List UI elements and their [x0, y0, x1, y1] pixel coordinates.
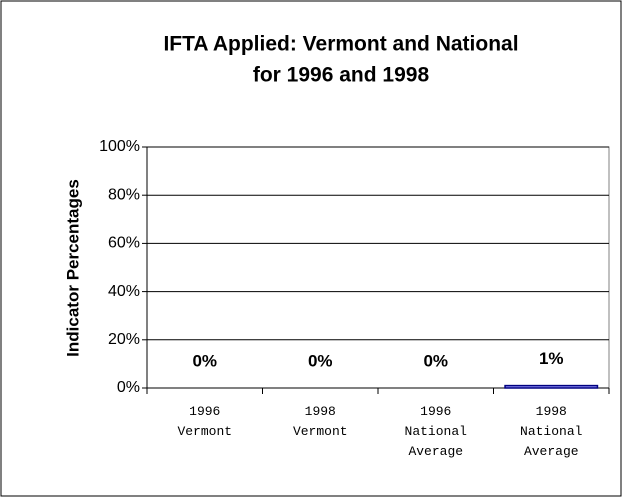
- y-tick-label: 0%: [117, 379, 140, 396]
- value-label: 0%: [192, 351, 217, 370]
- bar: [504, 384, 599, 389]
- value-label: 1%: [539, 349, 564, 368]
- x-tick-label: 1996 Vermont: [177, 404, 232, 439]
- plot-area: [146, 146, 610, 389]
- chart-title: for 1996 and 1998: [253, 64, 430, 87]
- x-tick-label: 1996 National Average: [405, 404, 468, 459]
- value-label: 0%: [308, 351, 333, 370]
- y-axis-label: Indicator Percentages: [63, 179, 82, 357]
- x-tick-label: 1998 National Average: [520, 404, 583, 459]
- x-tick-label: 1998 Vermont: [293, 404, 348, 439]
- y-tick-label: 20%: [108, 331, 140, 348]
- y-tick-label: 40%: [108, 283, 140, 300]
- y-tick-label: 100%: [99, 138, 140, 155]
- y-tick-label: 60%: [108, 235, 140, 252]
- chart-title: IFTA Applied: Vermont and National: [163, 33, 518, 56]
- y-tick-label: 80%: [108, 186, 140, 203]
- value-label: 0%: [423, 351, 448, 370]
